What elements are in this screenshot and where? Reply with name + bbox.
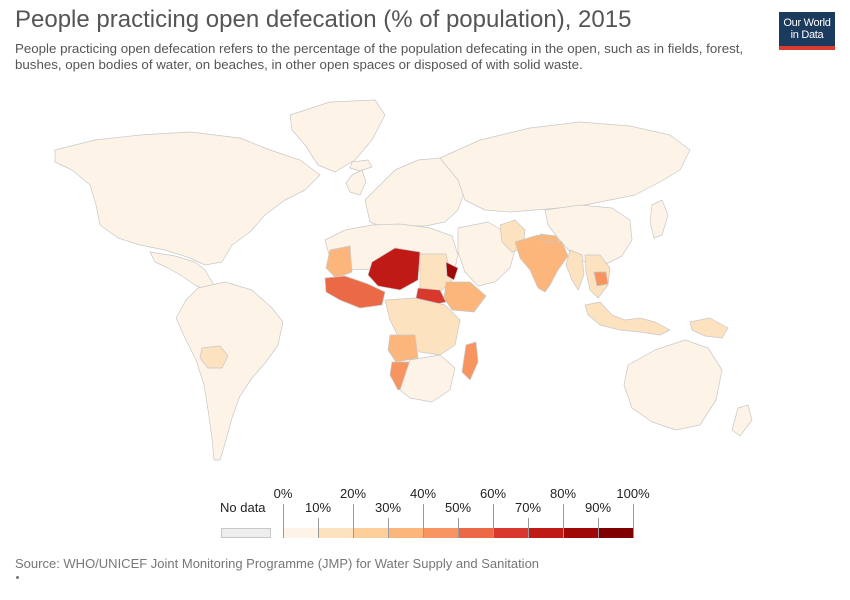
legend-tick-line-major-5: [633, 504, 634, 538]
region-australia[interactable]: [623, 339, 723, 431]
legend-tick-line-major-1: [353, 504, 354, 538]
legend-tick-line-minor-3: [528, 518, 529, 538]
region-angola[interactable]: [387, 334, 419, 363]
legend-bin-2[interactable]: [353, 528, 388, 538]
legend-tick-bottom-4: 90%: [584, 500, 612, 515]
legend-bin-0[interactable]: [283, 528, 318, 538]
region-ethiopia[interactable]: [443, 281, 487, 313]
legend-tick-top-3: 60%: [479, 486, 507, 501]
legend-tick-line-major-0: [283, 504, 284, 538]
legend-tick-top-5: 100%: [616, 486, 650, 501]
legend-tick-line-major-3: [493, 504, 494, 538]
region-north-america[interactable]: [54, 131, 321, 266]
source-note: Source: WHO/UNICEF Joint Monitoring Prog…: [15, 556, 540, 571]
world-map: [54, 99, 753, 461]
region-south-america[interactable]: [175, 281, 284, 461]
chart-subtitle: People practicing open defecation refers…: [15, 41, 744, 72]
region-greenland[interactable]: [289, 99, 386, 173]
region-uk-ireland[interactable]: [345, 169, 367, 196]
legend-tick-top-2: 40%: [409, 486, 437, 501]
legend-no-data-label: No data: [220, 500, 266, 515]
region-indonesia[interactable]: [584, 301, 671, 336]
region-madagascar[interactable]: [461, 341, 479, 381]
legend-tick-top-1: 20%: [339, 486, 367, 501]
legend-tick-top-0: 0%: [273, 486, 293, 501]
region-new-zealand[interactable]: [731, 404, 753, 437]
region-china[interactable]: [544, 204, 633, 266]
legend-tick-bottom-3: 70%: [514, 500, 542, 515]
legend-bin-5[interactable]: [458, 528, 493, 538]
legend-tick-bottom-0: 10%: [304, 500, 332, 515]
logo-line-1: Our World: [783, 17, 831, 29]
legend-tick-line-minor-2: [458, 518, 459, 538]
region-japan[interactable]: [649, 199, 669, 239]
region-bolivia[interactable]: [199, 345, 229, 369]
region-myanmar[interactable]: [565, 249, 585, 291]
legend-bin-3[interactable]: [388, 528, 423, 538]
legend-bin-9[interactable]: [598, 528, 633, 538]
legend-tick-line-minor-4: [598, 518, 599, 538]
bullet-dot: [16, 576, 19, 579]
region-niger-chad[interactable]: [367, 247, 421, 291]
region-iceland[interactable]: [349, 159, 373, 172]
region-eritrea[interactable]: [445, 261, 459, 281]
region-mauritania[interactable]: [325, 245, 353, 279]
region-nepal[interactable]: [539, 233, 561, 243]
legend-tick-top-4: 80%: [549, 486, 577, 501]
legend-color-scale: [283, 528, 633, 538]
region-arabia-middle-east[interactable]: [457, 221, 516, 287]
legend-bin-7[interactable]: [528, 528, 563, 538]
legend-no-data-swatch[interactable]: [221, 528, 271, 538]
legend-bin-6[interactable]: [493, 528, 528, 538]
legend-bin-8[interactable]: [563, 528, 598, 538]
region-russia-asia[interactable]: [439, 121, 691, 213]
legend-bin-1[interactable]: [318, 528, 353, 538]
region-cambodia[interactable]: [593, 271, 609, 287]
owid-logo[interactable]: Our World in Data: [779, 12, 835, 50]
legend-tick-line-minor-1: [388, 518, 389, 538]
chart-title: People practicing open defecation (% of …: [15, 6, 632, 33]
legend-tick-bottom-2: 50%: [444, 500, 472, 515]
region-papua-new-guinea[interactable]: [689, 317, 729, 339]
region-india[interactable]: [514, 234, 569, 293]
legend-bin-4[interactable]: [423, 528, 458, 538]
region-southern-africa[interactable]: [399, 354, 456, 403]
legend-tick-line-major-2: [423, 504, 424, 538]
legend-tick-line-major-4: [563, 504, 564, 538]
logo-line-2: in Data: [790, 29, 824, 41]
legend-tick-line-minor-0: [318, 518, 319, 538]
legend-tick-bottom-1: 30%: [374, 500, 402, 515]
region-west-africa[interactable]: [324, 275, 386, 309]
